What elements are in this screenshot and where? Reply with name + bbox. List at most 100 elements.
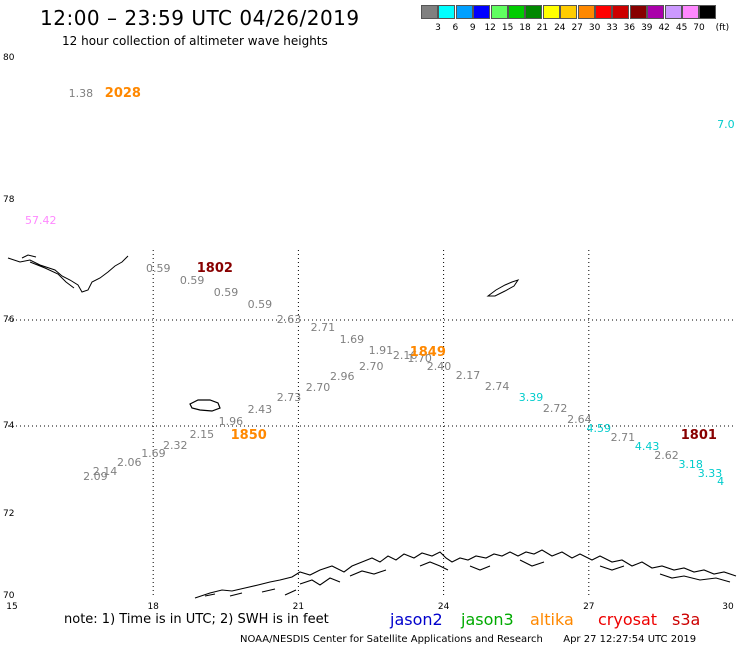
- satellite-s3a: s3a: [672, 610, 701, 629]
- footer-credit: NOAA/NESDIS Center for Satellite Applica…: [240, 634, 696, 645]
- legend-swatch: [699, 5, 717, 19]
- wave-height-value: 2.15: [189, 427, 215, 441]
- satellite-jason2: jason2: [390, 610, 443, 629]
- chart-title: 12:00 – 23:59 UTC 04/26/2019: [40, 6, 360, 30]
- wave-height-value: 2.43: [247, 403, 273, 417]
- legend-label: 21: [536, 23, 549, 33]
- wave-height-value: 1.70: [407, 351, 432, 365]
- svalbard-coastline: [7, 254, 129, 293]
- legend-label: 24: [554, 23, 566, 33]
- wave-height-value: 2.72: [542, 402, 568, 416]
- legend-swatch: [473, 5, 491, 19]
- longitude-label: 27: [583, 602, 595, 612]
- pass-time-label: 1849: [409, 344, 446, 360]
- chart-subtitle: 12 hour collection of altimeter wave hei…: [62, 34, 328, 48]
- small-island: [486, 279, 520, 297]
- legend-label: 36: [623, 23, 636, 33]
- latitude-label: 78: [3, 195, 15, 205]
- wave-height-value: 2.64: [567, 412, 592, 426]
- pass-time-label: 1801: [680, 428, 717, 444]
- pass-time-label: 1802: [196, 261, 233, 276]
- legend-swatch: [421, 5, 438, 19]
- legend-swatch: [664, 5, 682, 19]
- credit-timestamp: Apr 27 12:27:54 UTC 2019: [563, 634, 697, 645]
- legend-label: 30: [588, 23, 601, 33]
- longitude-label: 15: [6, 602, 18, 612]
- wave-height-value: 2.70: [359, 359, 384, 373]
- legend-swatch: [595, 5, 612, 19]
- wave-height-value: 2.17: [455, 369, 481, 383]
- legend-swatch: [542, 5, 560, 19]
- wave-height-value: 2.74: [484, 379, 510, 393]
- longitude-label: 18: [147, 602, 159, 612]
- wave-height-value: 1.69: [141, 447, 166, 461]
- satellite-altika: altika: [530, 610, 574, 629]
- wave-height-value: 0.59: [213, 286, 239, 299]
- bear-island: [189, 399, 221, 412]
- legend-swatch: [577, 5, 595, 19]
- credit-source: NOAA/NESDIS Center for Satellite Applica…: [240, 634, 543, 645]
- wave-height-value: 0.59: [146, 262, 171, 275]
- legend-swatch: [508, 5, 525, 19]
- satellite-jason3: jason3: [461, 610, 514, 629]
- legend-swatch: [647, 5, 665, 19]
- legend-label: 39: [641, 23, 653, 33]
- wave-height-value: 2.16: [392, 349, 418, 363]
- wave-height-value: 2.73: [276, 391, 302, 405]
- legend-swatch: [629, 5, 647, 19]
- longitude-label: 24: [437, 602, 450, 612]
- latitude-label: 74: [3, 421, 15, 431]
- latitude-label: 76: [3, 315, 15, 325]
- legend-label: 33: [606, 23, 618, 33]
- wave-height-value: 57.42: [25, 214, 57, 227]
- satellite-cryosat: cryosat: [598, 610, 658, 629]
- legend-swatch: [455, 5, 473, 19]
- legend-swatch: [612, 5, 630, 19]
- wave-height-value: 2.06: [117, 456, 142, 470]
- footer-note: note: 1) Time is in UTC; 2) SWH is in fe…: [64, 612, 329, 627]
- wave-height-value: 2.32: [162, 438, 188, 452]
- legend-label: 3: [435, 23, 441, 33]
- altimeter-map: [7, 250, 737, 599]
- wave-height-value: 2.71: [610, 431, 636, 445]
- wave-height-value: 1.91: [368, 343, 394, 357]
- legend-label: 15: [501, 23, 514, 33]
- longitude-label: 30: [722, 602, 734, 612]
- legend-swatch: [438, 5, 456, 19]
- latitude-label: 70: [3, 591, 15, 601]
- legend-label: 27: [571, 23, 583, 33]
- legend-swatch: [560, 5, 578, 19]
- wave-height-value: 2.09: [83, 470, 108, 484]
- legend-swatch: [682, 5, 699, 19]
- legend-label: 18: [519, 23, 531, 33]
- wave-height-value: 1.96: [218, 414, 244, 428]
- pass-time-label: 2028: [104, 85, 141, 101]
- lat-lon-grid: [8, 250, 734, 598]
- wave-height-value: 4: [717, 475, 725, 489]
- wave-height-value: 3.39: [518, 391, 544, 405]
- wave-height-value: 0.59: [247, 298, 273, 311]
- wave-height-value: 2.62: [654, 448, 679, 462]
- wave-height-value: 4.59: [586, 422, 611, 436]
- wave-height-value: 3.33: [697, 466, 723, 480]
- wave-height-value: 2.63: [276, 313, 302, 326]
- legend-label: 70: [693, 23, 705, 33]
- wave-height-value: 1.38: [68, 86, 94, 100]
- wave-height-value: 7.0: [717, 118, 735, 132]
- wave-height-value: 4.43: [634, 440, 660, 454]
- latitude-label: 80: [3, 53, 15, 63]
- legend-unit: (ft): [715, 23, 730, 33]
- legend-label: 12: [484, 23, 496, 33]
- legend-swatch: [490, 5, 508, 19]
- wave-height-value: 2.71: [310, 320, 336, 334]
- wave-height-value: 2.14: [92, 465, 118, 479]
- wave-height-value: 2.70: [305, 380, 331, 394]
- longitude-label: 21: [292, 602, 305, 612]
- legend-label: 6: [452, 23, 459, 33]
- wave-height-value: 0.59: [179, 274, 205, 287]
- legend-label: 42: [658, 23, 670, 33]
- legend-swatch: [525, 5, 543, 19]
- wave-height-value: 2.96: [329, 370, 355, 384]
- legend-label: 9: [469, 23, 476, 33]
- wave-height-value: 2.40: [426, 359, 452, 373]
